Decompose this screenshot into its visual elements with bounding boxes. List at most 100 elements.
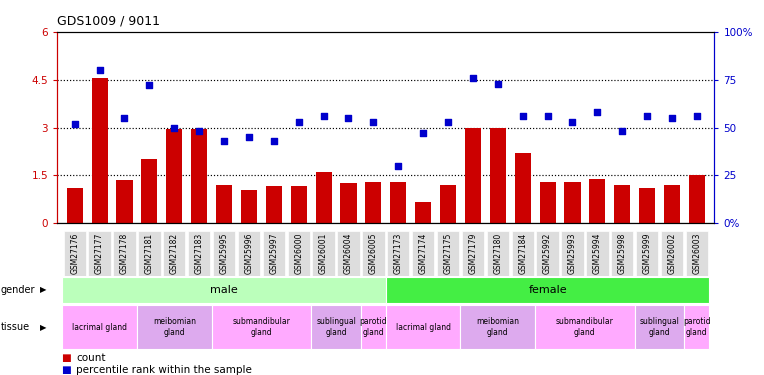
Text: tissue: tissue: [1, 322, 30, 332]
Text: GSM27173: GSM27173: [393, 232, 403, 274]
Text: sublingual
gland: sublingual gland: [639, 318, 679, 337]
Point: [641, 113, 653, 119]
Text: GSM27177: GSM27177: [95, 232, 104, 274]
Point: [516, 113, 529, 119]
Bar: [539, 182, 555, 223]
Text: GSM25992: GSM25992: [543, 232, 552, 274]
Bar: [661, 231, 683, 276]
Text: GSM25999: GSM25999: [643, 232, 652, 274]
Text: GSM25995: GSM25995: [219, 232, 228, 274]
Bar: [92, 78, 108, 223]
Text: GSM26000: GSM26000: [294, 232, 303, 274]
Bar: [241, 190, 257, 223]
Text: GSM25998: GSM25998: [618, 232, 626, 274]
Text: GSM25994: GSM25994: [593, 232, 602, 274]
Text: ▶: ▶: [40, 322, 47, 332]
Point: [318, 113, 330, 119]
Bar: [63, 231, 86, 276]
Bar: [138, 231, 160, 276]
Text: percentile rank within the sample: percentile rank within the sample: [76, 365, 252, 375]
Text: meibomian
gland: meibomian gland: [153, 318, 196, 337]
Point: [218, 138, 230, 144]
Bar: [116, 180, 133, 223]
Text: male: male: [210, 285, 238, 295]
Bar: [536, 231, 558, 276]
Bar: [163, 231, 186, 276]
Bar: [611, 231, 633, 276]
Point: [69, 121, 81, 127]
Text: lacrimal gland: lacrimal gland: [72, 322, 127, 332]
Text: GSM26001: GSM26001: [319, 232, 328, 274]
Bar: [589, 178, 605, 223]
Bar: [614, 185, 630, 223]
Bar: [213, 231, 235, 276]
Bar: [639, 188, 656, 223]
Text: parotid
gland: parotid gland: [360, 318, 387, 337]
Point: [616, 128, 628, 134]
Bar: [266, 186, 282, 223]
Bar: [415, 202, 431, 223]
Bar: [689, 176, 705, 223]
Bar: [290, 186, 307, 223]
Text: submandibular
gland: submandibular gland: [232, 318, 290, 337]
Bar: [361, 305, 386, 349]
Bar: [490, 128, 506, 223]
Text: GSM25993: GSM25993: [568, 232, 577, 274]
Text: ▶: ▶: [40, 285, 47, 294]
Bar: [167, 129, 183, 223]
Text: GSM27175: GSM27175: [444, 232, 452, 274]
Bar: [685, 305, 709, 349]
Text: GSM27184: GSM27184: [518, 232, 527, 274]
Point: [542, 113, 554, 119]
Point: [666, 115, 678, 121]
Point: [392, 163, 404, 169]
Text: ■: ■: [61, 353, 71, 363]
Text: GSM27176: GSM27176: [70, 232, 79, 274]
Bar: [387, 231, 410, 276]
Bar: [137, 305, 212, 349]
Bar: [341, 183, 357, 223]
Text: GSM26005: GSM26005: [369, 232, 378, 274]
Bar: [63, 305, 137, 349]
Point: [367, 119, 380, 125]
Point: [243, 134, 255, 140]
Text: GSM27182: GSM27182: [170, 233, 179, 274]
Bar: [311, 305, 361, 349]
Point: [118, 115, 131, 121]
Text: lacrimal gland: lacrimal gland: [396, 322, 451, 332]
Bar: [66, 188, 83, 223]
Point: [293, 119, 305, 125]
Bar: [390, 182, 406, 223]
Bar: [440, 185, 456, 223]
Bar: [238, 231, 260, 276]
Bar: [287, 231, 310, 276]
Bar: [664, 185, 680, 223]
Bar: [263, 231, 285, 276]
Bar: [312, 231, 335, 276]
Text: GDS1009 / 9011: GDS1009 / 9011: [57, 15, 160, 28]
Text: female: female: [528, 285, 567, 295]
Text: GSM27183: GSM27183: [195, 232, 204, 274]
Text: sublingual
gland: sublingual gland: [316, 318, 356, 337]
Bar: [216, 185, 232, 223]
Bar: [535, 305, 635, 349]
Bar: [337, 231, 360, 276]
Bar: [461, 305, 535, 349]
Text: count: count: [76, 353, 106, 363]
Bar: [386, 305, 461, 349]
Bar: [412, 231, 435, 276]
Point: [591, 109, 604, 115]
Text: GSM27180: GSM27180: [494, 232, 502, 274]
Bar: [316, 172, 332, 223]
Point: [442, 119, 454, 125]
Point: [93, 67, 105, 73]
Text: meibomian
gland: meibomian gland: [476, 318, 520, 337]
Point: [691, 113, 703, 119]
Bar: [515, 153, 531, 223]
Bar: [365, 182, 381, 223]
Text: gender: gender: [1, 285, 35, 295]
Bar: [89, 231, 111, 276]
Text: GSM25997: GSM25997: [270, 232, 278, 274]
Point: [467, 75, 479, 81]
Text: GSM27178: GSM27178: [120, 232, 129, 274]
